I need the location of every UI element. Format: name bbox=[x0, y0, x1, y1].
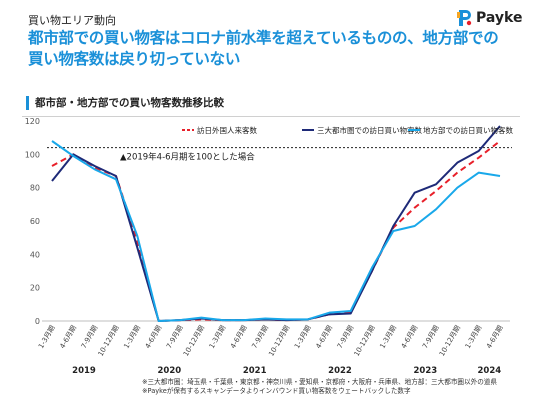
section-title: 都市部・地方部での買い物客数推移比較 bbox=[35, 97, 224, 109]
x-tick-label-5: 4-6月期 bbox=[144, 324, 164, 350]
reference-line-label: ▲2019年4-6月期を100とした場合 bbox=[120, 152, 255, 163]
x-tick-label-0: 1-3月期 bbox=[37, 324, 57, 350]
x-tick-label-13: 4-6月期 bbox=[314, 324, 334, 350]
payke-logo-text: Payke bbox=[476, 10, 523, 26]
payke-logo: Payke bbox=[456, 9, 522, 27]
page-headline: 都市部での買い物客はコロナ前水準を超えているものの、地方部での買い物客数は戻り切… bbox=[28, 29, 499, 68]
legend-label-1: 三大都市圏での訪日買い物客数 bbox=[317, 125, 422, 135]
x-tick-label-11: 10-12月期 bbox=[267, 324, 291, 358]
y-tick-label-20: 20 bbox=[30, 284, 40, 293]
x-tick-label-20: 1-3月期 bbox=[464, 324, 484, 350]
footnotes: ※三大都市圏：埼玉県・千葉県・東京都・神奈川県・愛知県・京都府・大阪府・兵庫県、… bbox=[142, 378, 497, 396]
payke-logo-icon bbox=[457, 10, 472, 26]
legend-label-2: 地方部での訪日買い物客数 bbox=[423, 125, 513, 135]
series-line-0 bbox=[51, 140, 501, 322]
y-tick-label-120: 120 bbox=[25, 117, 40, 126]
year-label-2020: 2020 bbox=[157, 366, 181, 376]
footnote-regions: ※三大都市圏：埼玉県・千葉県・東京都・神奈川県・愛知県・京都府・大阪府・兵庫県、… bbox=[142, 378, 497, 386]
legend-label-0: 訪日外国人来客数 bbox=[197, 125, 257, 135]
x-tick-label-16: 1-3月期 bbox=[378, 324, 398, 350]
year-label-2024: 2024 bbox=[477, 366, 501, 376]
section-accent-bar bbox=[26, 95, 29, 110]
x-tick-label-12: 1-3月期 bbox=[293, 324, 313, 350]
y-tick-label-100: 100 bbox=[25, 150, 40, 159]
footnote-method: ※Paykeが保有するスキャンデータよりインバウンド買い物客数をウェートバックし… bbox=[142, 387, 411, 395]
series-line-2 bbox=[51, 140, 501, 322]
x-tick-label-7: 10-12月期 bbox=[182, 324, 206, 358]
x-tick-label-18: 7-9月期 bbox=[421, 324, 441, 350]
x-tick-label-6: 7-9月期 bbox=[165, 324, 185, 350]
x-tick-label-19: 10-12月期 bbox=[438, 324, 462, 358]
year-label-2022: 2022 bbox=[328, 366, 352, 376]
x-tick-label-9: 4-6月期 bbox=[229, 324, 249, 350]
y-tick-label-40: 40 bbox=[30, 250, 40, 259]
x-tick-label-10: 7-9月期 bbox=[250, 324, 270, 350]
category-label: 買い物エリア動向 bbox=[28, 14, 116, 27]
x-tick-label-8: 1-3月期 bbox=[208, 324, 228, 350]
year-label-2019: 2019 bbox=[72, 366, 96, 376]
x-tick-label-2: 7-9月期 bbox=[80, 324, 100, 350]
year-label-2021: 2021 bbox=[243, 366, 267, 376]
year-label-2023: 2023 bbox=[413, 366, 437, 376]
x-tick-label-4: 1-3月期 bbox=[122, 324, 142, 350]
x-tick-label-17: 4-6月期 bbox=[400, 324, 420, 350]
section-heading: 都市部・地方部での買い物客数推移比較 bbox=[26, 95, 224, 110]
x-tick-label-15: 10-12月期 bbox=[353, 324, 377, 358]
y-tick-label-60: 60 bbox=[30, 217, 40, 226]
y-tick-label-80: 80 bbox=[30, 184, 40, 193]
x-tick-label-3: 10-12月期 bbox=[97, 324, 121, 358]
x-tick-label-21: 4-6月期 bbox=[485, 324, 505, 350]
x-tick-label-14: 7-9月期 bbox=[336, 324, 356, 350]
x-tick-label-1: 4-6月期 bbox=[58, 324, 78, 350]
y-tick-label-0: 0 bbox=[35, 317, 40, 326]
section-divider bbox=[22, 116, 520, 117]
